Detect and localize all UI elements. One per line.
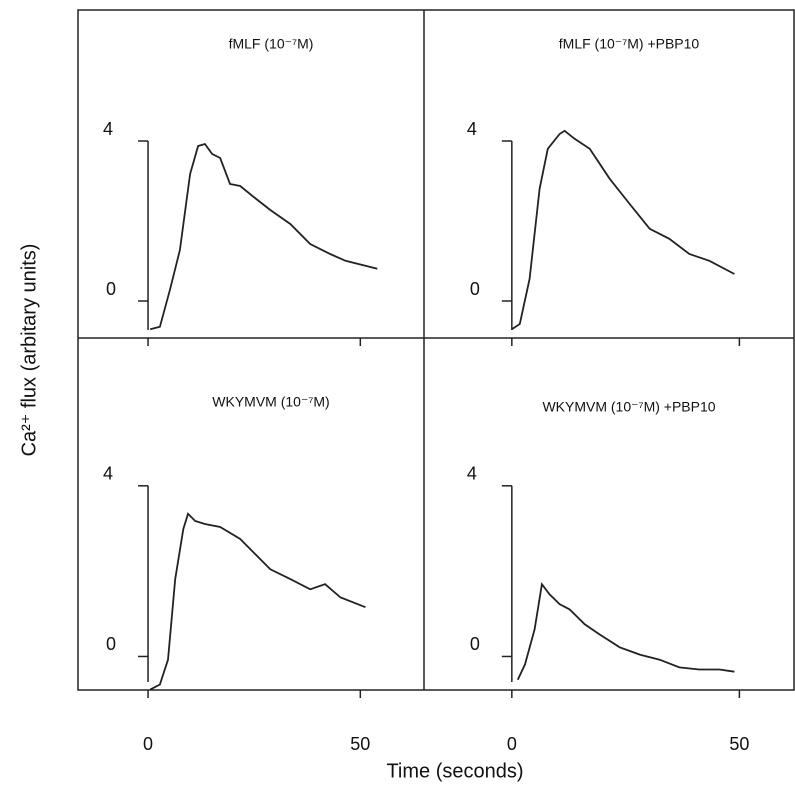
y-axis-label: Ca²⁺ flux (arbitary units) [18, 244, 40, 457]
line [516, 581, 735, 681]
panel-title: WKYMVM (10⁻⁷M) [212, 394, 329, 410]
y-tick-label: 0 [106, 279, 116, 299]
panel-title: fMLF (10⁻⁷M) +PBP10 [559, 36, 700, 52]
line [149, 512, 366, 691]
frame [77, 9, 795, 691]
x-tick-label: 0 [507, 734, 517, 754]
y-tick-label: 0 [470, 634, 480, 654]
y-tick-label: 0 [470, 279, 480, 299]
line [149, 142, 378, 331]
panel-title: WKYMVM (10⁻⁷M) +PBP10 [542, 399, 715, 415]
y-tick-label: 4 [103, 464, 113, 484]
x-axis-label: Time (seconds) [386, 760, 523, 782]
panel-title: fMLF (10⁻⁷M) [229, 36, 314, 52]
line [511, 129, 735, 330]
y-tick-label: 4 [467, 464, 477, 484]
x-tick-label: 50 [729, 734, 749, 754]
y-tick-label: 4 [103, 119, 113, 139]
x-tick-label: 50 [350, 734, 370, 754]
y-tick-label: 0 [106, 634, 116, 654]
x-tick-label: 0 [143, 734, 153, 754]
y-tick-label: 4 [467, 119, 477, 139]
